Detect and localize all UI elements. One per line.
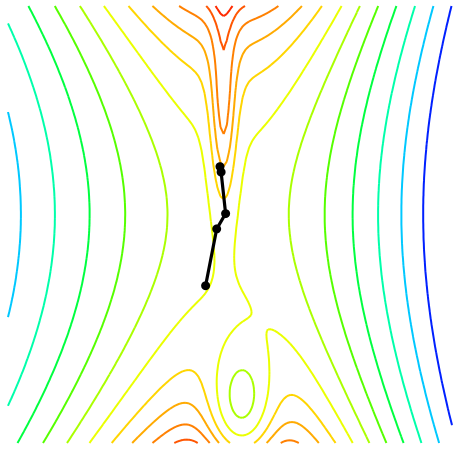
contour-level-9 <box>42 5 388 444</box>
contour-lines <box>7 5 453 444</box>
contour-level-11 <box>7 5 423 444</box>
contour-level-2 <box>214 5 234 17</box>
contour-level-13 <box>422 5 453 426</box>
optimizer-step-point <box>221 209 231 219</box>
contour-level-12 <box>7 5 441 444</box>
contour-level-5 <box>131 5 320 444</box>
contour-level-4 <box>151 5 300 444</box>
contour-level-10 <box>16 5 405 444</box>
optimizer-step-point <box>215 162 225 172</box>
optimizer-path <box>201 162 231 291</box>
optimizer-step-point <box>201 281 211 291</box>
optimizer-step-point <box>212 224 222 234</box>
contour-level-7 <box>88 5 354 444</box>
contour-level-8 <box>66 5 371 444</box>
contour-level-3 <box>173 5 246 444</box>
